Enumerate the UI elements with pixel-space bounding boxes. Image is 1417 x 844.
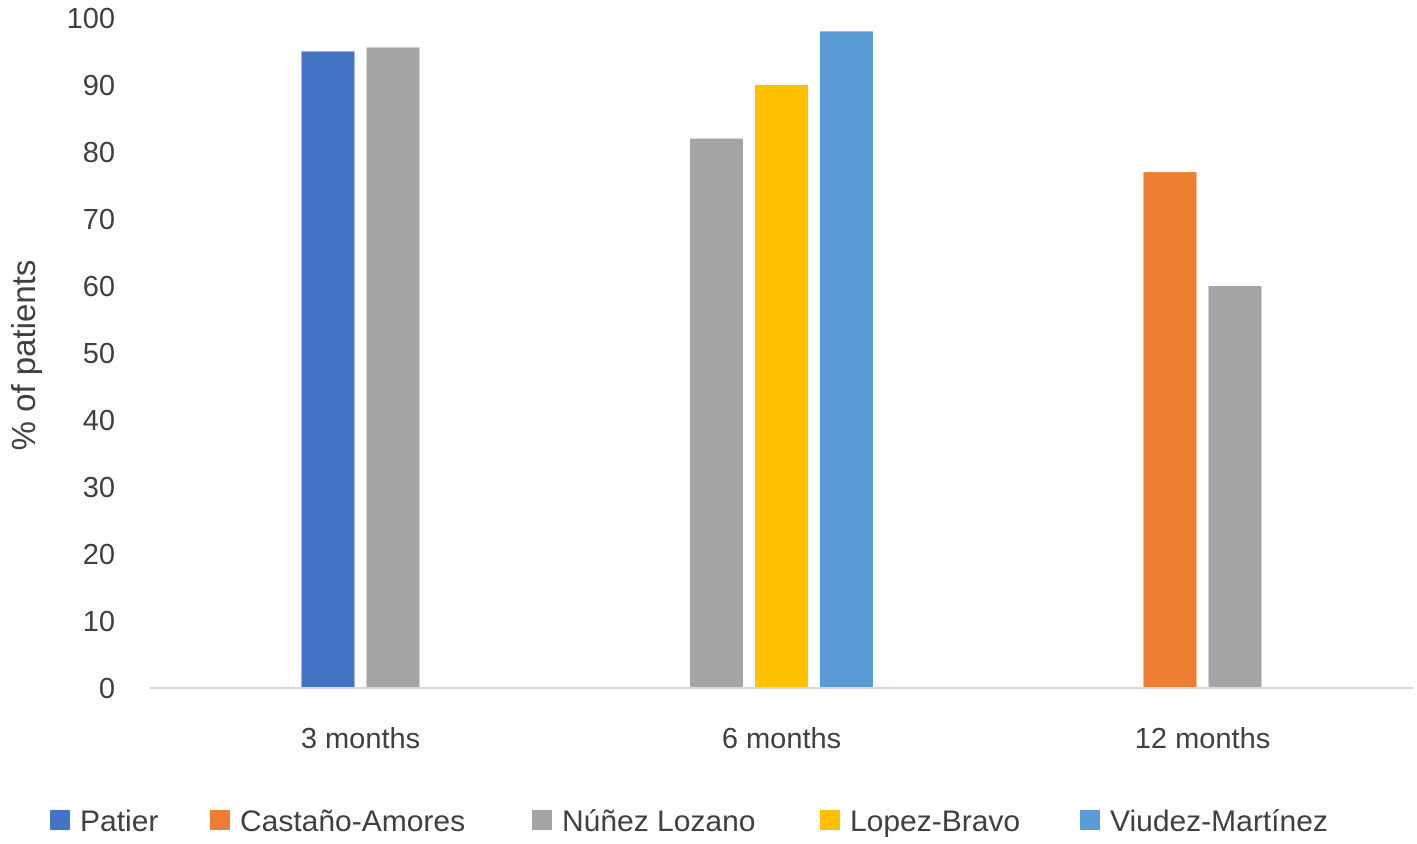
y-tick-label: 70 <box>83 204 115 236</box>
legend-label-viudez-martinez: Viudez-Martínez <box>1110 805 1328 838</box>
y-tick-label: 50 <box>83 338 115 370</box>
y-tick-label: 60 <box>83 271 115 303</box>
x-tick-label: 12 months <box>1135 723 1270 755</box>
legend-swatch-patier <box>50 810 70 830</box>
legend-label-castano-amores: Castaño-Amores <box>240 805 465 838</box>
legend-label-lopez-bravo: Lopez-Bravo <box>850 805 1020 838</box>
y-tick-label: 0 <box>99 673 115 705</box>
bar-patier-3-months <box>301 51 355 688</box>
y-tick-label: 30 <box>83 472 115 504</box>
legend-swatch-lopez-bravo <box>820 810 840 830</box>
bar-castano-amores-12-months <box>1143 172 1197 689</box>
y-tick-label: 10 <box>83 606 115 638</box>
legend-label-nunez-lozano: Núñez Lozano <box>562 805 755 838</box>
y-axis-ticks: 0 10 20 30 40 50 60 70 80 90 100 <box>67 3 115 705</box>
y-tick-label: 40 <box>83 405 115 437</box>
bars <box>301 31 1262 689</box>
y-tick-label: 90 <box>83 70 115 102</box>
y-axis-label: % of patients <box>5 260 42 451</box>
bar-viudez-martinez-6-months <box>820 31 873 688</box>
legend-swatch-nunez-lozano <box>532 810 552 830</box>
x-tick-label: 6 months <box>722 723 841 755</box>
bar-nunez-lozano-12-months <box>1208 286 1262 688</box>
legend-swatch-viudez-martinez <box>1080 810 1100 830</box>
y-tick-label: 80 <box>83 137 115 169</box>
legend-swatch-castano-amores <box>210 810 230 830</box>
bar-nunez-lozano-6-months <box>690 138 743 689</box>
y-tick-label: 20 <box>83 539 115 571</box>
y-tick-label: 100 <box>67 3 115 35</box>
bar-nunez-lozano-3-months <box>366 47 420 689</box>
x-axis-ticks: 3 months 6 months 12 months <box>301 723 1270 755</box>
x-tick-label: 3 months <box>301 723 420 755</box>
bar-lopez-bravo-6-months <box>755 85 808 688</box>
legend-label-patier: Patier <box>80 805 158 838</box>
legend: Patier Castaño-Amores Núñez Lozano Lopez-Br… <box>50 805 1328 838</box>
